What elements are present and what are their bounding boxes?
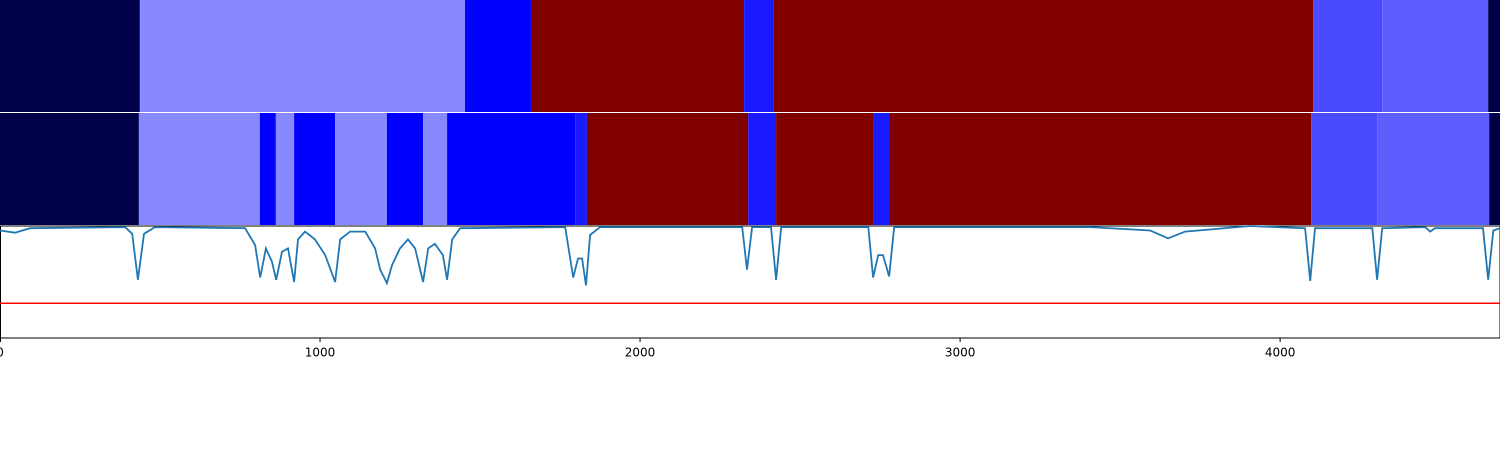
segment xyxy=(465,0,531,112)
x-tick-label: 1000 xyxy=(305,346,336,360)
segment xyxy=(335,113,387,225)
segment xyxy=(0,0,140,112)
segment xyxy=(776,113,874,225)
plot-frame xyxy=(0,225,1500,339)
segment xyxy=(386,113,424,225)
x-tick-label: 4000 xyxy=(1265,346,1296,360)
x-tick-label: 3000 xyxy=(945,346,976,360)
segment xyxy=(275,113,295,225)
segment xyxy=(586,113,749,225)
segment xyxy=(423,113,448,225)
segment xyxy=(744,0,774,112)
segment xyxy=(575,113,587,225)
segment xyxy=(139,0,466,112)
segment xyxy=(447,113,576,225)
segment xyxy=(1489,113,1500,225)
segment xyxy=(1313,0,1383,112)
line xyxy=(0,225,1500,286)
segment xyxy=(1488,0,1500,112)
segment xyxy=(873,113,890,225)
segment xyxy=(259,113,276,225)
segment xyxy=(1382,0,1489,112)
segment xyxy=(1311,113,1378,225)
segment xyxy=(1377,113,1490,225)
segment xyxy=(889,113,1312,225)
x-tick-label: 0 xyxy=(0,346,4,360)
segment xyxy=(138,113,260,225)
x-tick-label: 2000 xyxy=(625,346,656,360)
segment xyxy=(294,113,336,225)
segment xyxy=(748,113,777,225)
segment xyxy=(773,0,1314,112)
segment xyxy=(530,0,745,112)
segment xyxy=(0,113,139,225)
